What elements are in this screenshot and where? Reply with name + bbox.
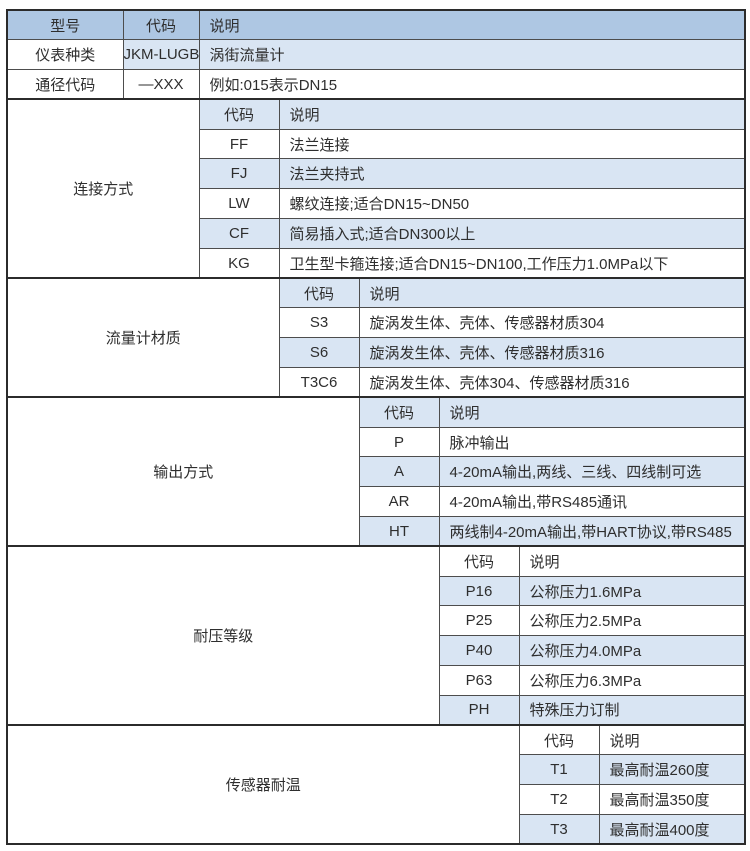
desc-cell: 简易插入式;适合DN300以上 (278, 218, 746, 249)
table-row: 流量计材质 代码 说明 (6, 277, 746, 398)
code-cell: S6 (278, 337, 360, 369)
section-header-desc: 说明 (358, 277, 746, 309)
desc-cell: 特殊压力订制 (518, 694, 746, 726)
table-row: P63 公称压力6.3MPa (7, 665, 746, 696)
section-header-code: 代码 (198, 98, 280, 130)
table-row: 通径代码 —XXX 例如:015表示DN15 (6, 69, 746, 100)
section-label: 流量计材质 (6, 277, 280, 398)
code-cell: T2 (518, 784, 600, 816)
section-label: 连接方式 (6, 98, 200, 279)
desc-cell: 4-20mA输出,带RS485通讯 (438, 486, 746, 518)
table-row: 耐压等级 代码 说明 (6, 545, 746, 726)
header-cell-desc: 说明 (198, 9, 746, 41)
table-row: P 脉冲输出 (7, 426, 746, 458)
table-row: 传感器耐温 代码 说明 (6, 724, 746, 845)
desc-cell: 旋涡发生体、壳体304、传感器材质316 (358, 367, 746, 398)
desc-cell: 卫生型卡箍连接;适合DN15~DN100,工作压力1.0MPa以下 (278, 247, 746, 279)
code-cell: P16 (438, 575, 520, 607)
code-cell: KG (198, 247, 280, 279)
table-row: A 4-20mA输出,两线、三线、四线制可选 (7, 456, 746, 488)
code-cell: LW (198, 188, 280, 220)
row-label: 通径代码 (6, 69, 124, 100)
spec-table: 型号 代码 说明 仪表种类 JKM-LUGB 涡街流量计 通径代码 —XXX 例如:015表示D… (6, 9, 747, 846)
code-cell: PH (438, 694, 520, 726)
code-cell: P (358, 426, 440, 458)
code-cell: A (358, 456, 440, 488)
section-header-code: 代码 (278, 277, 360, 309)
table-row: 连接方式 代码 说明 (6, 98, 746, 279)
desc-cell: 最高耐温350度 (598, 784, 746, 816)
code-cell: T1 (518, 754, 600, 786)
section-label: 输出方式 (6, 396, 360, 547)
row-label: 仪表种类 (6, 39, 124, 71)
desc-cell: 4-20mA输出,两线、三线、四线制可选 (438, 456, 746, 488)
table-row: 输出方式 代码 说明 (6, 396, 746, 547)
code-cell: P63 (438, 665, 520, 696)
table-row: CF 简易插入式;适合DN300以上 (7, 218, 746, 249)
code-cell: T3 (518, 814, 600, 845)
section-header-desc: 说明 (438, 396, 746, 428)
desc-cell: 旋涡发生体、壳体、传感器材质316 (358, 337, 746, 369)
header-cell-model: 型号 (6, 9, 124, 41)
table-row: P25 公称压力2.5MPa (7, 605, 746, 637)
desc-cell: 例如:015表示DN15 (198, 69, 746, 100)
table-row: FJ 法兰夹持式 (7, 158, 746, 190)
desc-cell: 两线制4-20mA输出,带HART协议,带RS485 (438, 516, 746, 547)
desc-cell: 旋涡发生体、壳体、传感器材质304 (358, 307, 746, 339)
section-label: 耐压等级 (6, 545, 440, 726)
table-row: LW 螺纹连接;适合DN15~DN50 (7, 188, 746, 220)
table-row: AR 4-20mA输出,带RS485通讯 (7, 486, 746, 518)
code-cell: FJ (198, 158, 280, 190)
section-label: 传感器耐温 (6, 724, 520, 845)
section-header-desc: 说明 (598, 724, 746, 756)
desc-cell: 螺纹连接;适合DN15~DN50 (278, 188, 746, 220)
code-cell: T3C6 (278, 367, 360, 398)
code-cell: AR (358, 486, 440, 518)
desc-cell: 最高耐温260度 (598, 754, 746, 786)
table-row: FF 法兰连接 (7, 128, 746, 160)
code-cell: HT (358, 516, 440, 547)
table-row: T3 最高耐温400度 (7, 814, 746, 845)
table-row: 仪表种类 JKM-LUGB 涡街流量计 (6, 39, 746, 71)
table-row: S6 旋涡发生体、壳体、传感器材质316 (7, 337, 746, 369)
code-cell: P40 (438, 635, 520, 667)
table-row: PH 特殊压力订制 (7, 694, 746, 726)
header-cell-code: 代码 (122, 9, 200, 41)
section-header-desc: 说明 (518, 545, 746, 577)
code-cell: —XXX (122, 69, 200, 100)
desc-cell: 最高耐温400度 (598, 814, 746, 845)
table-row: T3C6 旋涡发生体、壳体304、传感器材质316 (7, 367, 746, 398)
table-row: T2 最高耐温350度 (7, 784, 746, 816)
desc-cell: 涡街流量计 (198, 39, 746, 71)
code-cell: S3 (278, 307, 360, 339)
code-cell: P25 (438, 605, 520, 637)
code-cell: JKM-LUGB (122, 39, 200, 71)
section-header-code: 代码 (438, 545, 520, 577)
table-row: P16 公称压力1.6MPa (7, 575, 746, 607)
section-header-desc: 说明 (278, 98, 746, 130)
desc-cell: 法兰夹持式 (278, 158, 746, 190)
desc-cell: 公称压力1.6MPa (518, 575, 746, 607)
section-header-code: 代码 (358, 396, 440, 428)
desc-cell: 法兰连接 (278, 128, 746, 160)
code-cell: CF (198, 218, 280, 249)
table-row: 型号 代码 说明 (6, 9, 746, 41)
desc-cell: 脉冲输出 (438, 426, 746, 458)
desc-cell: 公称压力4.0MPa (518, 635, 746, 667)
section-header-code: 代码 (518, 724, 600, 756)
table-row: T1 最高耐温260度 (7, 754, 746, 786)
desc-cell: 公称压力2.5MPa (518, 605, 746, 637)
code-cell: FF (198, 128, 280, 160)
desc-cell: 公称压力6.3MPa (518, 665, 746, 696)
table-row: HT 两线制4-20mA输出,带HART协议,带RS485 (7, 516, 746, 547)
table-row: KG 卫生型卡箍连接;适合DN15~DN100,工作压力1.0MPa以下 (7, 247, 746, 279)
